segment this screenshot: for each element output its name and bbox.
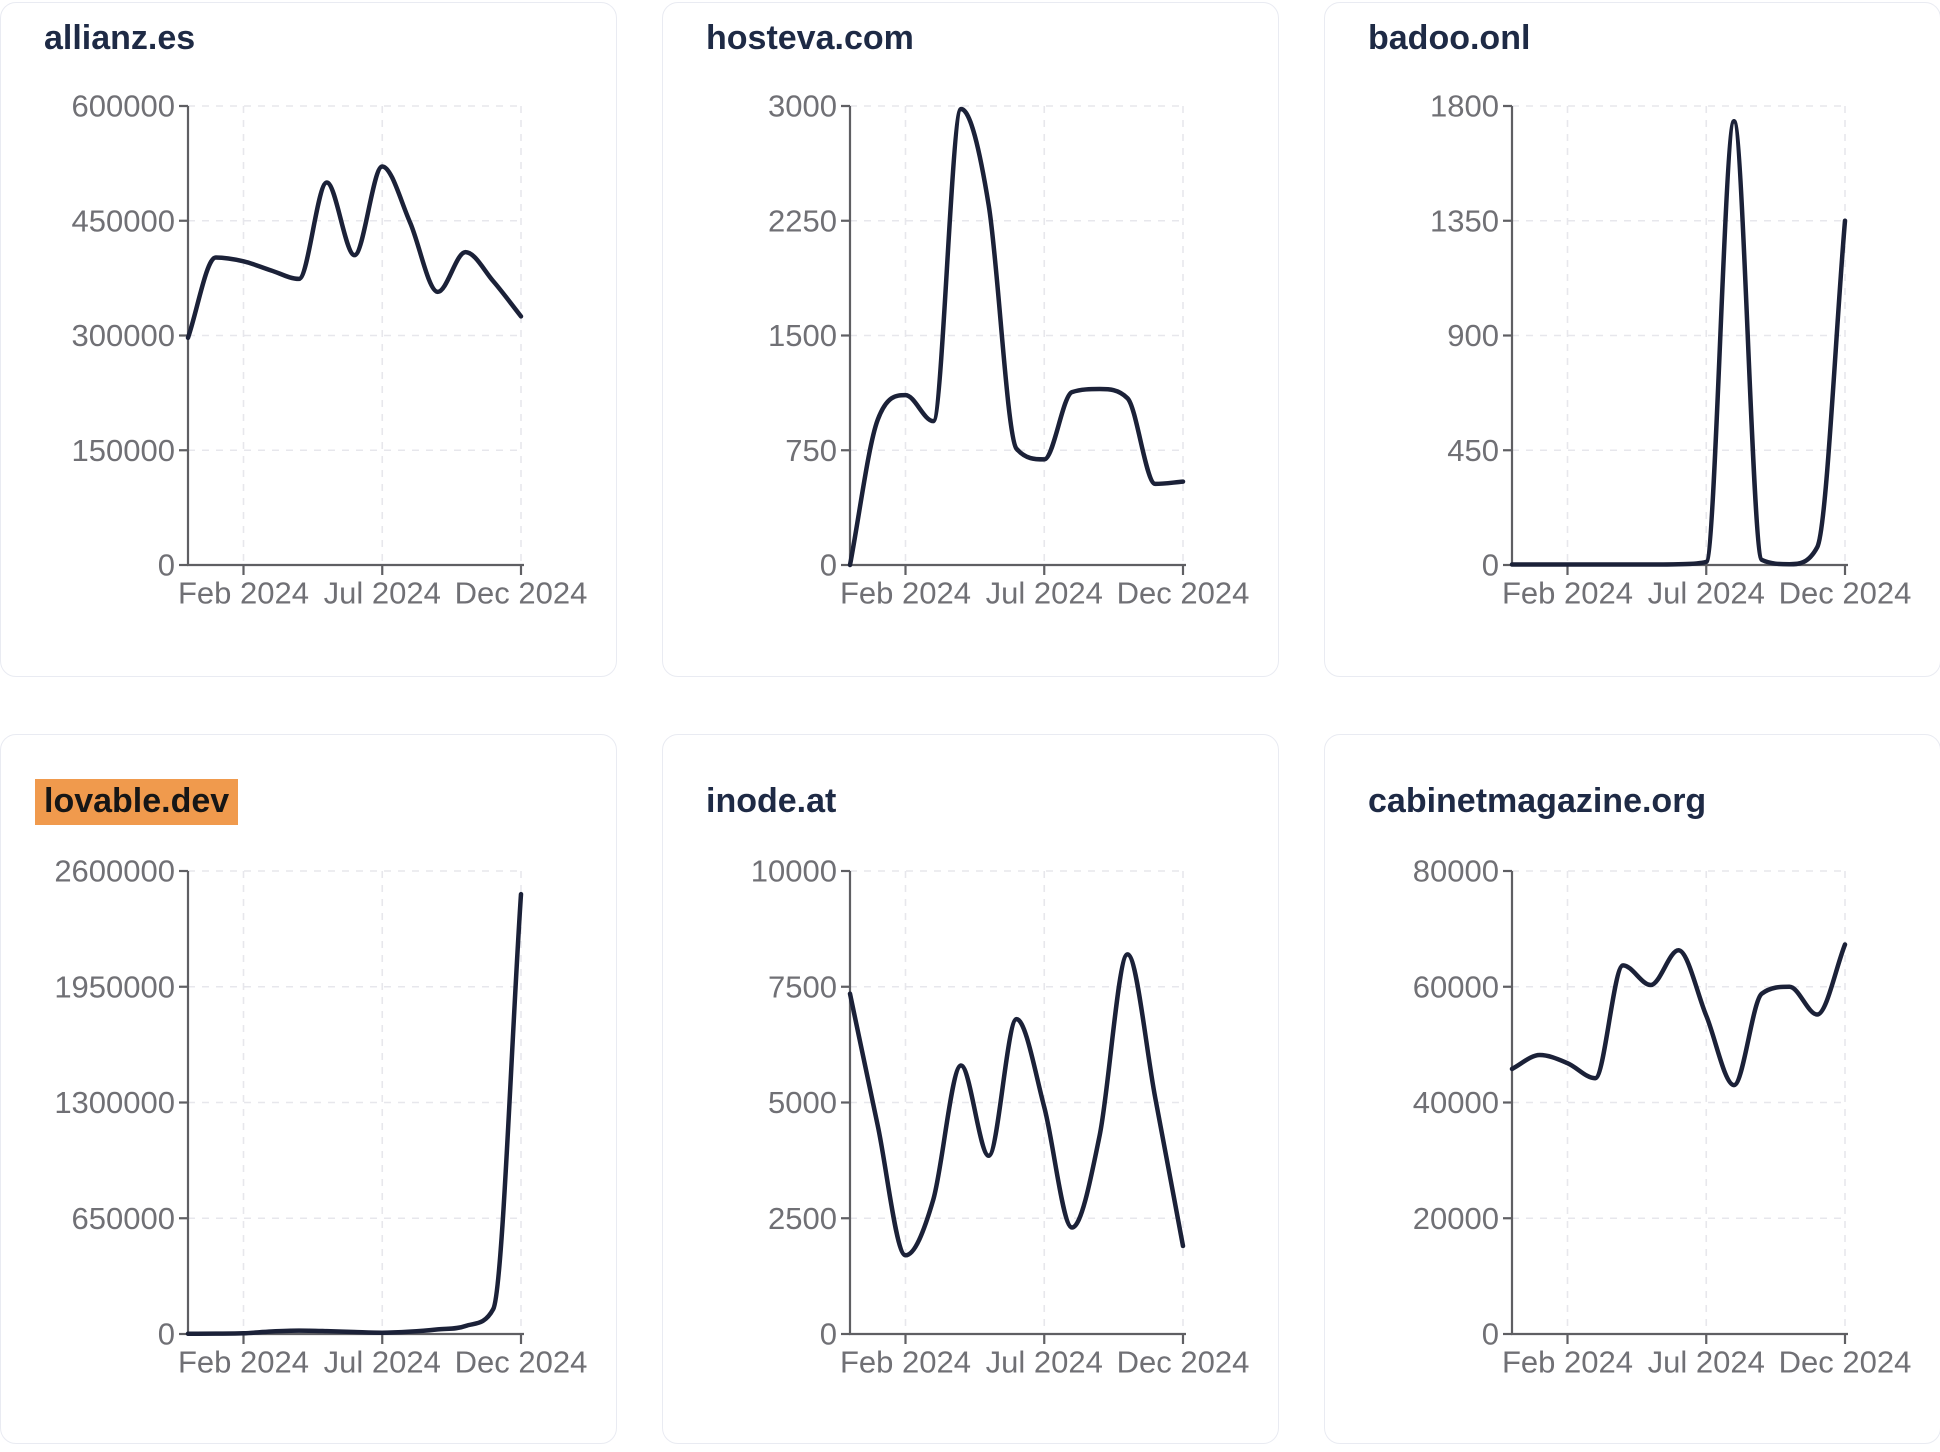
chart-title-text: hosteva.com (706, 19, 914, 57)
chart-card-lovable-dev: lovable.dev 0 650000 1300000 1950000 2600000… (0, 734, 617, 1444)
y-tick-label: 0 (1482, 548, 1499, 583)
y-tick-label: 10000 (751, 854, 837, 889)
chart-title: lovable.dev (35, 779, 239, 825)
line-chart-badoo-onl: 0 450 900 1350 1800 Feb 2024 Jul 2024 Dec 2024 (1430, 89, 1912, 611)
x-tick-label: Dec 2024 (1117, 575, 1250, 610)
y-tick-label: 2500 (768, 1201, 837, 1236)
x-tick-label: Jul 2024 (1648, 575, 1765, 610)
line-chart-hosteva-com: 0 750 1500 2250 3000 Feb 2024 Jul 2024 Dec 2024 (768, 89, 1250, 611)
chart-title: inode.at (706, 782, 836, 821)
chart-card-allianz-es: allianz.es 0 150000 300000 450000 600000 Feb … (0, 2, 617, 677)
line-chart-lovable-dev: 0 650000 1300000 1950000 2600000 Feb 2024 Jul … (54, 854, 588, 1380)
x-tick-label: Feb 2024 (178, 575, 309, 610)
x-tick-label: Dec 2024 (1779, 575, 1912, 610)
chart-card-hosteva-com: hosteva.com 0 750 1500 2250 3000 Feb 2024 Jul … (662, 2, 1279, 677)
x-tick-label: Jul 2024 (986, 575, 1103, 610)
line-chart-inode-at: 0 2500 5000 7500 10000 Feb 2024 Jul 2024 Dec 20… (751, 854, 1250, 1380)
line-chart-cabinetmagazine-org: 0 20000 40000 60000 80000 Feb 2024 Jul 2024 Dec… (1413, 854, 1912, 1380)
y-tick-label: 300000 (72, 318, 175, 353)
y-tick-label: 80000 (1413, 854, 1499, 889)
chart-title: badoo.onl (1368, 19, 1530, 58)
y-tick-label: 650000 (72, 1201, 175, 1236)
x-tick-label: Feb 2024 (178, 1344, 309, 1379)
y-tick-label: 40000 (1413, 1085, 1499, 1120)
chart-card-inode-at: inode.at 0 2500 5000 7500 10000 Feb 2024 Jul 2… (662, 734, 1279, 1444)
y-tick-label: 1300000 (54, 1085, 175, 1120)
chart-title-text-highlighted: lovable.dev (35, 779, 239, 825)
y-tick-label: 0 (158, 1317, 175, 1352)
x-tick-label: Dec 2024 (455, 1344, 588, 1379)
series-line (185, 891, 524, 1336)
x-tick-label: Feb 2024 (1502, 575, 1633, 610)
y-tick-label: 1500 (768, 318, 837, 353)
chart-title-text: badoo.onl (1368, 19, 1531, 57)
y-tick-label: 0 (158, 548, 175, 583)
y-tick-label: 600000 (72, 89, 175, 124)
y-tick-label: 20000 (1413, 1201, 1499, 1236)
y-tick-label: 1950000 (54, 969, 175, 1004)
y-tick-label: 3000 (768, 89, 837, 124)
x-tick-label: Dec 2024 (1779, 1344, 1912, 1379)
y-tick-label: 7500 (768, 969, 837, 1004)
chart-title: allianz.es (44, 19, 195, 58)
chart-title-text: cabinetmagazine.org (1368, 782, 1707, 820)
y-tick-label: 750 (785, 433, 837, 468)
chart-title-text: allianz.es (44, 19, 196, 57)
y-tick-label: 2600000 (54, 854, 175, 889)
chart-title: cabinetmagazine.org (1368, 782, 1706, 821)
chart-title-text: inode.at (706, 782, 837, 820)
line-chart-allianz-es: 0 150000 300000 450000 600000 Feb 2024 Jul 202… (72, 89, 588, 611)
y-tick-label: 2250 (768, 203, 837, 238)
y-tick-label: 0 (820, 548, 837, 583)
x-tick-label: Feb 2024 (840, 575, 971, 610)
chart-card-cabinetmagazine-org: cabinetmagazine.org 0 20000 40000 60000 8000… (1324, 734, 1940, 1444)
series-line (1509, 119, 1848, 567)
x-tick-label: Dec 2024 (455, 575, 588, 610)
x-tick-label: Feb 2024 (1502, 1344, 1633, 1379)
series-line (847, 952, 1186, 1258)
series-line (185, 164, 524, 341)
y-tick-label: 1350 (1430, 203, 1499, 238)
x-tick-label: Feb 2024 (840, 1344, 971, 1379)
y-tick-label: 0 (1482, 1317, 1499, 1352)
chart-title: hosteva.com (706, 19, 914, 58)
y-tick-label: 450 (1447, 433, 1499, 468)
y-tick-label: 0 (820, 1317, 837, 1352)
x-tick-label: Jul 2024 (1648, 1344, 1765, 1379)
series-line (847, 106, 1186, 568)
y-tick-label: 5000 (768, 1085, 837, 1120)
x-tick-label: Dec 2024 (1117, 1344, 1250, 1379)
chart-card-badoo-onl: badoo.onl 0 450 900 1350 1800 Feb 2024 Jul 202… (1324, 2, 1940, 677)
y-tick-label: 1800 (1430, 89, 1499, 124)
y-tick-label: 150000 (72, 433, 175, 468)
x-tick-label: Jul 2024 (324, 575, 441, 610)
series-line (1509, 942, 1848, 1088)
y-tick-label: 60000 (1413, 969, 1499, 1004)
x-tick-label: Jul 2024 (324, 1344, 441, 1379)
y-tick-label: 900 (1447, 318, 1499, 353)
y-tick-label: 450000 (72, 203, 175, 238)
x-tick-label: Jul 2024 (986, 1344, 1103, 1379)
